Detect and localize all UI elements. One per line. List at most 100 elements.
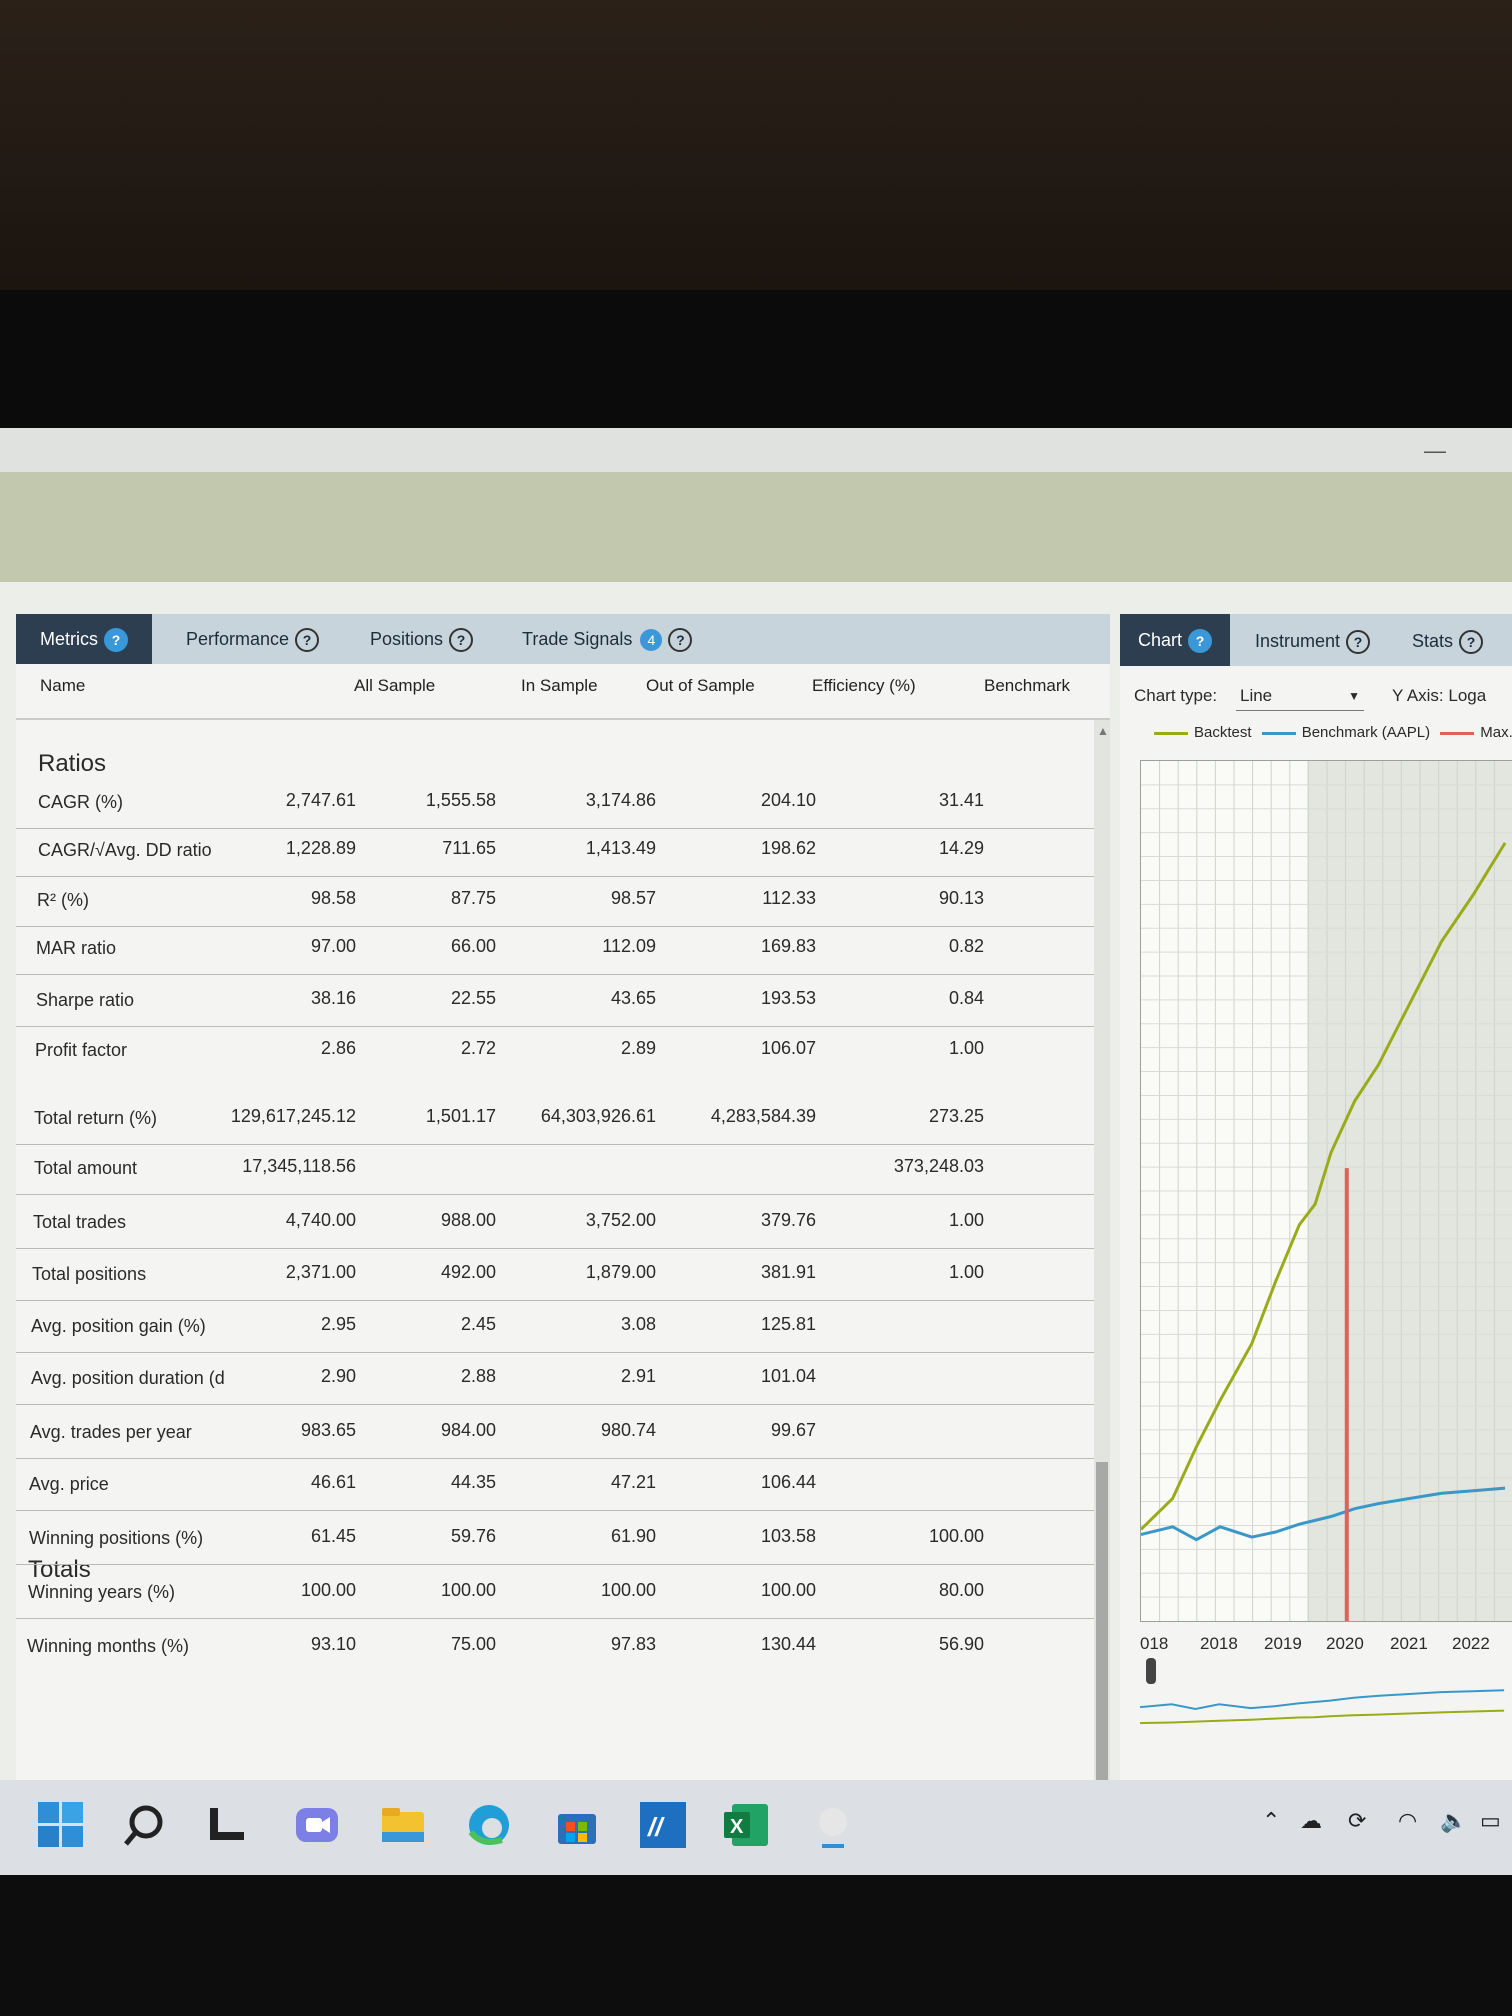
cell-all: 61.45 [310,1526,356,1546]
cell-out: 43.65 [610,988,656,1008]
series-line-benchmark [1140,1486,1506,1542]
legend-swatch-benchmark [1261,731,1296,735]
column-header-in-sample[interactable]: In Sample [521,676,598,695]
cell-all: 100.00 [300,1580,356,1600]
cell-in: 66.00 [450,936,496,956]
metrics-panel: Metrics? Performance? Positions? Trade S… [16,614,1110,1875]
tab-stats[interactable]: Stats? [1412,630,1484,654]
cell-all: 97.00 [310,936,356,956]
file-explorer-icon[interactable] [380,1802,430,1852]
chart-type-select[interactable]: Line ▼ [1236,682,1364,711]
cell-in: 988.00 [440,1210,496,1230]
row-divider [16,1404,1096,1405]
row-label: Avg. price [29,1474,109,1494]
row-label: CAGR/√Avg. DD ratio [38,840,212,860]
tab-bar: Metrics? Performance? Positions? Trade S… [16,614,1110,664]
x-tick-label: 2021 [1390,1634,1428,1653]
help-icon[interactable]: ? [1459,630,1484,654]
tab-chart[interactable]: Chart? [1120,614,1231,666]
navigator-line [1139,1689,1505,1711]
cell-out: 3.08 [620,1314,656,1334]
monitor-bezel-top [0,290,1512,430]
cell-out: 112.09 [602,936,656,956]
excel-icon[interactable]: X [724,1802,774,1852]
equity-chart-svg [1139,761,1512,1621]
chart-navigator[interactable] [1139,1654,1512,1734]
help-icon[interactable]: ? [1188,629,1213,653]
cell-all: 17,345,118.56 [242,1156,356,1176]
row-label: Winning positions (%) [29,1528,204,1548]
search-icon[interactable] [122,1802,172,1852]
help-icon[interactable]: ? [1346,630,1371,654]
chevron-down-icon: ▼ [1348,689,1360,703]
cell-bench: 0.84 [948,988,984,1008]
cell-out: 1,413.49 [585,838,656,858]
cell-all: 129,617,245.12 [230,1106,356,1126]
header-divider [16,718,1110,720]
row-divider [16,876,1096,877]
wifi-icon[interactable]: ◠ [1398,1808,1418,1833]
y-axis-label: Y Axis: [1392,686,1444,705]
help-icon[interactable]: ? [104,628,128,652]
svg-text:X: X [730,1816,744,1838]
scroll-up-icon[interactable]: ▲ [1097,724,1109,738]
row-label: R² (%) [37,890,89,910]
store-icon[interactable] [554,1802,604,1852]
row-label: Avg. position duration (d [31,1368,225,1388]
cell-all: 983.65 [300,1420,356,1440]
tab-trade-signals[interactable]: Trade Signals 4? [522,628,693,652]
trading-app-icon[interactable]: // [640,1802,690,1852]
tab-label: Chart [1138,630,1183,650]
help-icon[interactable]: ? [449,628,474,652]
column-header-efficiency[interactable]: Efficiency (%) [812,676,916,695]
row-label: Avg. position gain (%) [31,1316,206,1336]
chat-icon[interactable] [294,1802,344,1852]
windows-start-icon[interactable] [38,1802,88,1852]
volume-icon[interactable]: 🔈 [1440,1808,1468,1833]
cell-all: 2,747.61 [285,790,356,810]
column-header-out-of-sample[interactable]: Out of Sample [646,676,755,695]
cell-eff: 169.83 [760,936,816,956]
cell-all: 93.10 [310,1634,356,1654]
minimize-icon[interactable]: — [1424,438,1446,463]
cell-bench: 1.00 [948,1262,984,1282]
navigator-svg [1139,1658,1505,1725]
tab-performance[interactable]: Performance? [186,628,320,652]
row-divider [16,1248,1096,1249]
help-icon[interactable]: ? [668,628,693,652]
section-title-totals: Totals [28,1556,91,1583]
column-header-name[interactable]: Name [40,676,86,695]
edge-browser-icon[interactable] [466,1802,516,1852]
scrollbar-thumb[interactable] [1096,1462,1108,1875]
column-header-benchmark[interactable]: Benchmark [984,676,1070,695]
help-icon[interactable]: ? [295,628,320,652]
row-label: Total positions [32,1264,147,1284]
row-divider [16,974,1096,975]
sync-icon[interactable]: ⟳ [1348,1808,1367,1833]
y-axis-selector[interactable]: Y Axis: Loga [1392,686,1486,706]
cell-bench: 1.00 [948,1210,984,1230]
cell-out: 64,303,926.61 [540,1106,656,1126]
tab-positions[interactable]: Positions? [370,628,474,652]
row-label: Sharpe ratio [36,990,135,1010]
cell-out: 3,174.86 [585,790,656,810]
cell-in: 2.45 [460,1314,496,1334]
row-divider [16,1618,1096,1619]
row-divider [16,1144,1096,1145]
cell-eff: 125.81 [760,1314,816,1334]
y-axis-value: Loga [1448,686,1487,705]
chevron-up-icon[interactable]: ⌃ [1262,1808,1281,1833]
tab-metrics[interactable]: Metrics? [16,614,152,664]
task-view-icon[interactable] [206,1802,256,1852]
column-header-all-sample[interactable]: All Sample [354,676,436,695]
row-divider [16,1194,1096,1195]
tab-instrument[interactable]: Instrument? [1255,630,1371,654]
equity-chart[interactable] [1139,760,1512,1622]
onedrive-icon[interactable]: ☁ [1300,1808,1322,1833]
battery-icon[interactable]: ▭ [1480,1808,1501,1833]
cell-eff: 204.10 [760,790,816,810]
cell-bench: 373,248.03 [893,1156,984,1176]
app-icon[interactable] [810,1802,860,1852]
cell-all: 98.58 [310,888,356,908]
cell-eff: 106.44 [760,1472,816,1492]
